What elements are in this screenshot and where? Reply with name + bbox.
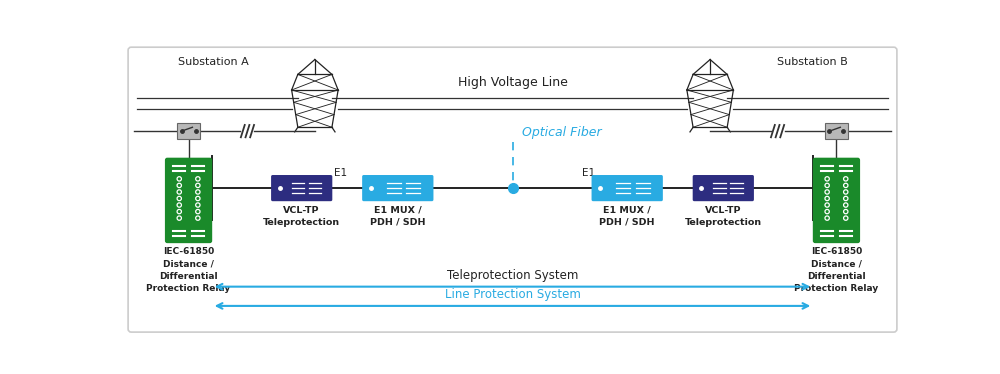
FancyBboxPatch shape	[592, 175, 663, 201]
Text: E1: E1	[334, 168, 347, 178]
Text: Line Protection System: Line Protection System	[445, 288, 580, 301]
Text: VCL-TP
Teleprotection: VCL-TP Teleprotection	[263, 206, 340, 227]
FancyBboxPatch shape	[693, 175, 754, 201]
Text: Optical Fiber: Optical Fiber	[522, 126, 601, 139]
FancyBboxPatch shape	[271, 175, 332, 201]
Text: E1 MUX /
PDH / SDH: E1 MUX / PDH / SDH	[370, 206, 426, 227]
Text: Teleprotection System: Teleprotection System	[447, 269, 578, 282]
FancyBboxPatch shape	[362, 175, 433, 201]
Text: E1 MUX /
PDH / SDH: E1 MUX / PDH / SDH	[599, 206, 655, 227]
Text: IEC-61850
Distance /
Differential
Protection Relay: IEC-61850 Distance / Differential Protec…	[146, 246, 231, 293]
FancyBboxPatch shape	[177, 123, 200, 139]
FancyBboxPatch shape	[165, 158, 212, 243]
FancyBboxPatch shape	[825, 123, 848, 139]
FancyBboxPatch shape	[128, 47, 897, 332]
Text: E1: E1	[582, 168, 595, 178]
Text: Substation A: Substation A	[178, 57, 248, 67]
FancyBboxPatch shape	[813, 158, 860, 243]
Text: VCL-TP
Teleprotection: VCL-TP Teleprotection	[685, 206, 762, 227]
Text: Substation B: Substation B	[777, 57, 847, 67]
Text: IEC-61850
Distance /
Differential
Protection Relay: IEC-61850 Distance / Differential Protec…	[794, 246, 879, 293]
Text: High Voltage Line: High Voltage Line	[458, 76, 567, 89]
